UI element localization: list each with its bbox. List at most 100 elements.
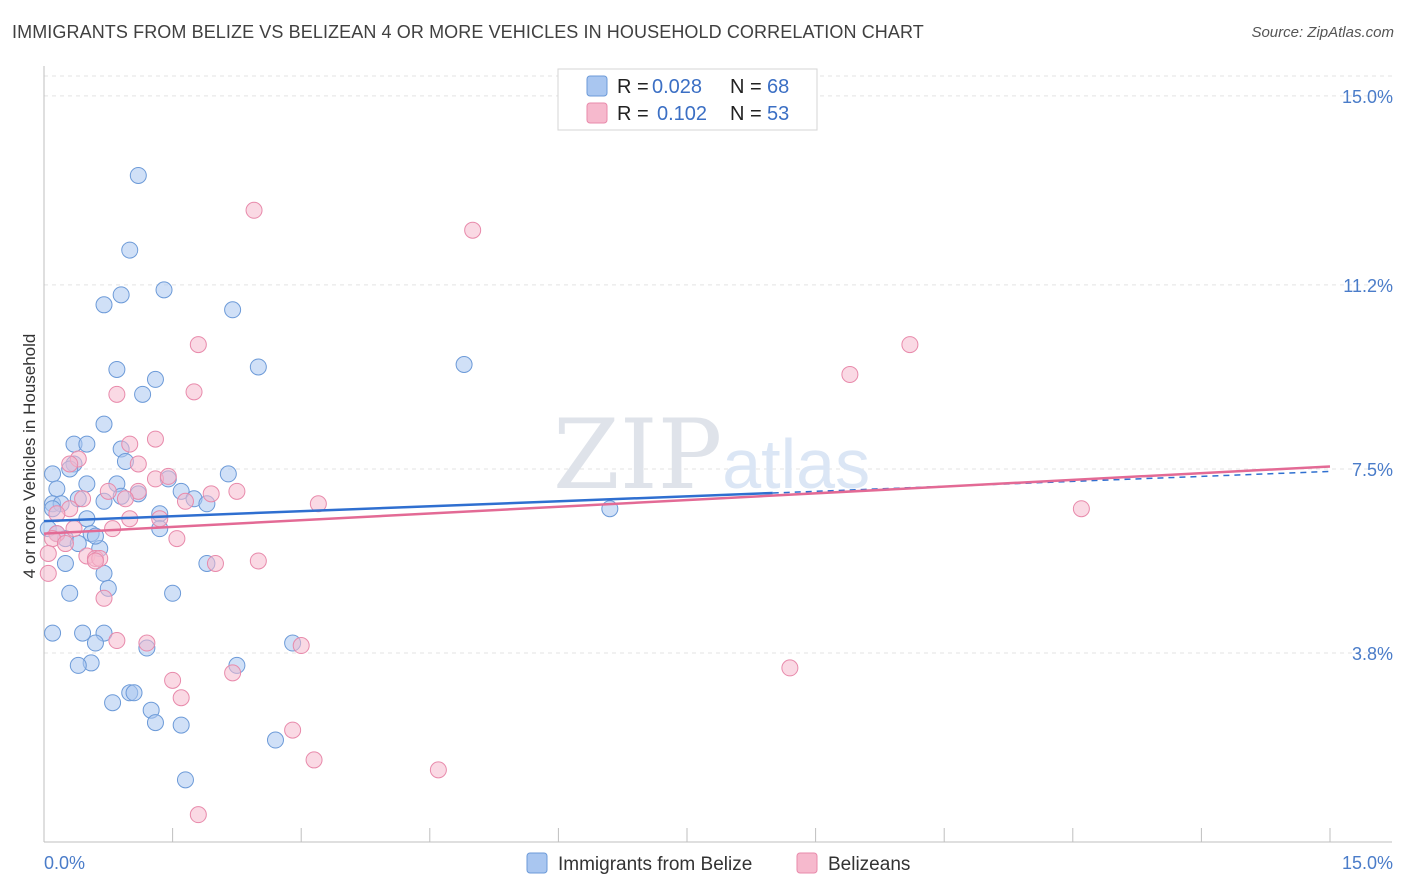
data-point [95, 589, 113, 607]
x-tick-label: 0.0% [44, 853, 85, 873]
data-point [134, 385, 152, 403]
data-point [185, 383, 203, 401]
legend-r-value: 0.102 [657, 103, 707, 125]
data-point [176, 771, 194, 789]
data-point [249, 552, 267, 570]
data-point [224, 664, 242, 682]
series-belizeans [39, 201, 1090, 824]
data-point [121, 435, 139, 453]
data-point [176, 492, 194, 510]
data-point [125, 684, 143, 702]
legend-n-value: 68 [767, 76, 789, 98]
data-point [146, 370, 164, 388]
data-point [164, 671, 182, 689]
x-tick-label: 15.0% [1342, 853, 1393, 873]
data-point [172, 716, 190, 734]
y-tick-label: 15.0% [1342, 87, 1393, 107]
data-point [78, 475, 96, 493]
data-point [841, 365, 859, 383]
data-point [155, 281, 173, 299]
trend-lines [43, 465, 1331, 535]
data-point [429, 761, 447, 779]
data-point [39, 545, 57, 563]
data-point [44, 624, 62, 642]
data-point [121, 241, 139, 259]
legend-swatch-pink [586, 102, 608, 124]
data-point [219, 465, 237, 483]
axes [43, 66, 1392, 843]
data-point [129, 482, 147, 500]
watermark-atlas: atlas [722, 425, 870, 503]
trend-line [43, 491, 773, 523]
source-label: Source: ZipAtlas.com [1251, 24, 1394, 41]
data-point [108, 385, 126, 403]
data-point [168, 530, 186, 548]
data-point [164, 584, 182, 602]
data-point [455, 355, 473, 373]
data-point [104, 694, 122, 712]
grid-lines [44, 75, 1392, 654]
legend-r-label: R = [617, 76, 649, 98]
data-point [61, 455, 79, 473]
legend-box: R = 0.028 N = 68 R = 0.102 N = 53 [557, 68, 818, 131]
data-point [86, 552, 104, 570]
data-point [159, 467, 177, 485]
data-point [56, 535, 74, 553]
y-tick-label: 11.2% [1343, 276, 1393, 296]
data-point [95, 296, 113, 314]
data-point [224, 301, 242, 319]
bottom-legend-swatch-blue [526, 852, 548, 874]
legend-r-label: R = [617, 103, 649, 125]
data-point [129, 455, 147, 473]
data-point [464, 221, 482, 239]
legend-swatch-blue [586, 75, 608, 97]
data-point [39, 564, 57, 582]
data-point [99, 482, 117, 500]
bottom-legend-swatch-pink [796, 852, 818, 874]
data-point [228, 482, 246, 500]
data-point [95, 415, 113, 433]
data-point [249, 358, 267, 376]
data-point [901, 336, 919, 354]
data-point [1072, 500, 1090, 518]
legend-n-label: N = [730, 103, 762, 125]
data-point [138, 634, 156, 652]
data-point [151, 510, 169, 528]
data-point [86, 634, 104, 652]
data-point [56, 554, 74, 572]
watermark: ZIPatlas [553, 399, 870, 511]
y-tick-label: 7.5% [1352, 460, 1393, 480]
data-point [108, 360, 126, 378]
data-point [65, 520, 83, 538]
trend-line [43, 465, 1331, 535]
data-point [284, 721, 302, 739]
data-point [61, 584, 79, 602]
data-point [48, 480, 66, 498]
data-point [74, 624, 92, 642]
data-point [266, 731, 284, 749]
data-point [74, 490, 92, 508]
data-point [112, 286, 130, 304]
data-point [78, 435, 96, 453]
y-tick-labels: 3.8% 7.5% 11.2% 15.0% [1342, 87, 1393, 664]
data-point [206, 554, 224, 572]
bottom-legend: Immigrants from Belize Belizeans [526, 852, 910, 875]
data-point [781, 659, 799, 677]
legend-n-label: N = [730, 76, 762, 98]
data-point [305, 751, 323, 769]
bottom-legend-label-pink: Belizeans [828, 854, 910, 875]
legend-n-value: 53 [767, 103, 789, 125]
data-point [69, 656, 87, 674]
data-point [292, 637, 310, 655]
y-tick-label: 3.8% [1352, 644, 1393, 664]
bottom-legend-label-blue: Immigrants from Belize [558, 854, 752, 875]
data-point [44, 465, 62, 483]
y-axis-label: 4 or more Vehicles in Household [20, 334, 39, 579]
legend-r-value: 0.028 [652, 76, 702, 98]
data-point [245, 201, 263, 219]
data-point [202, 485, 220, 503]
data-point [146, 714, 164, 732]
watermark-zip: ZIP [553, 399, 722, 511]
data-point [189, 336, 207, 354]
